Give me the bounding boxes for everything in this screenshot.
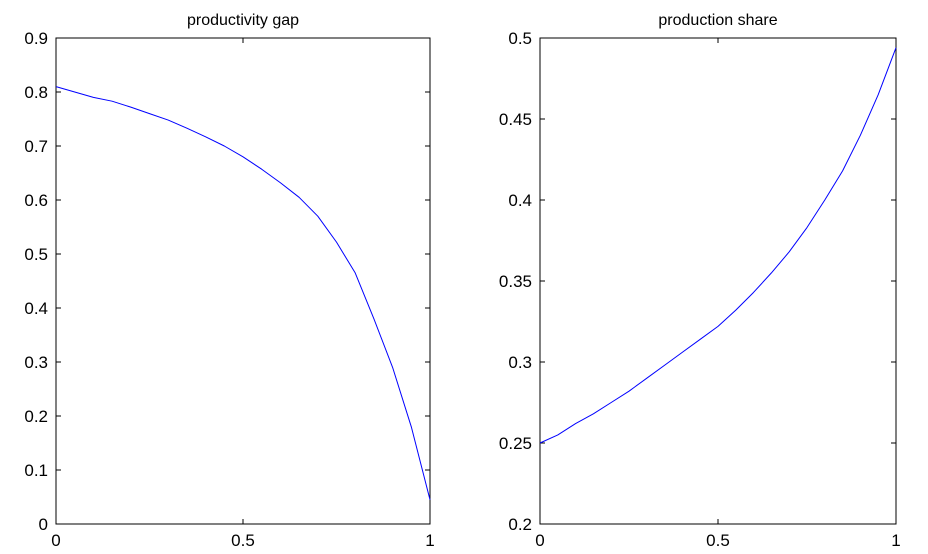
x-tick-label-0-5: 0.5 (231, 531, 255, 550)
y-tick-label-0-9: 0.9 (24, 29, 48, 48)
y-tick-label-0-2: 0.2 (508, 515, 532, 534)
series-line-0 (539, 47, 897, 444)
y-tick-label-0-5: 0.5 (24, 245, 48, 264)
y-tick-label-0-4: 0.4 (24, 299, 48, 318)
chart-productivity-gap: productivity gap 0 0.1 0.2 0.3 0.4 0.5 0.6 0.7 0.… (24, 12, 434, 550)
y-tick-label-0-3: 0.3 (24, 353, 48, 372)
chart-production-share: production share 0.2 0.25 0.3 0.35 0.4 0.45 0.5… (499, 12, 901, 550)
x-tick-label-0: 0 (535, 531, 544, 550)
y-tick-label-0-35: 0.35 (499, 272, 532, 291)
x-tick-label-1: 1 (425, 531, 434, 550)
y-tick-label-0-7: 0.7 (24, 137, 48, 156)
x-tick-label-1: 1 (891, 531, 900, 550)
axes-box (55, 37, 431, 525)
y-tick-label-0-1: 0.1 (24, 461, 48, 480)
chart-title: production share (658, 12, 777, 29)
x-tick-label-0: 0 (51, 531, 60, 550)
y-tick-label-0-2: 0.2 (24, 407, 48, 426)
axes-box (539, 37, 897, 525)
chart-title: productivity gap (187, 12, 299, 29)
y-tick-label-0-8: 0.8 (24, 83, 48, 102)
y-tick-label-0-25: 0.25 (499, 434, 532, 453)
y-tick-label-0-45: 0.45 (499, 110, 532, 129)
y-tick-label-0-3: 0.3 (508, 353, 532, 372)
y-tick-label-0: 0 (39, 515, 48, 534)
series-line-0 (55, 86, 431, 500)
y-tick-label-0-5: 0.5 (508, 29, 532, 48)
x-tick-label-0-5: 0.5 (706, 531, 730, 550)
y-tick-label-0-6: 0.6 (24, 191, 48, 210)
y-tick-label-0-4: 0.4 (508, 191, 532, 210)
